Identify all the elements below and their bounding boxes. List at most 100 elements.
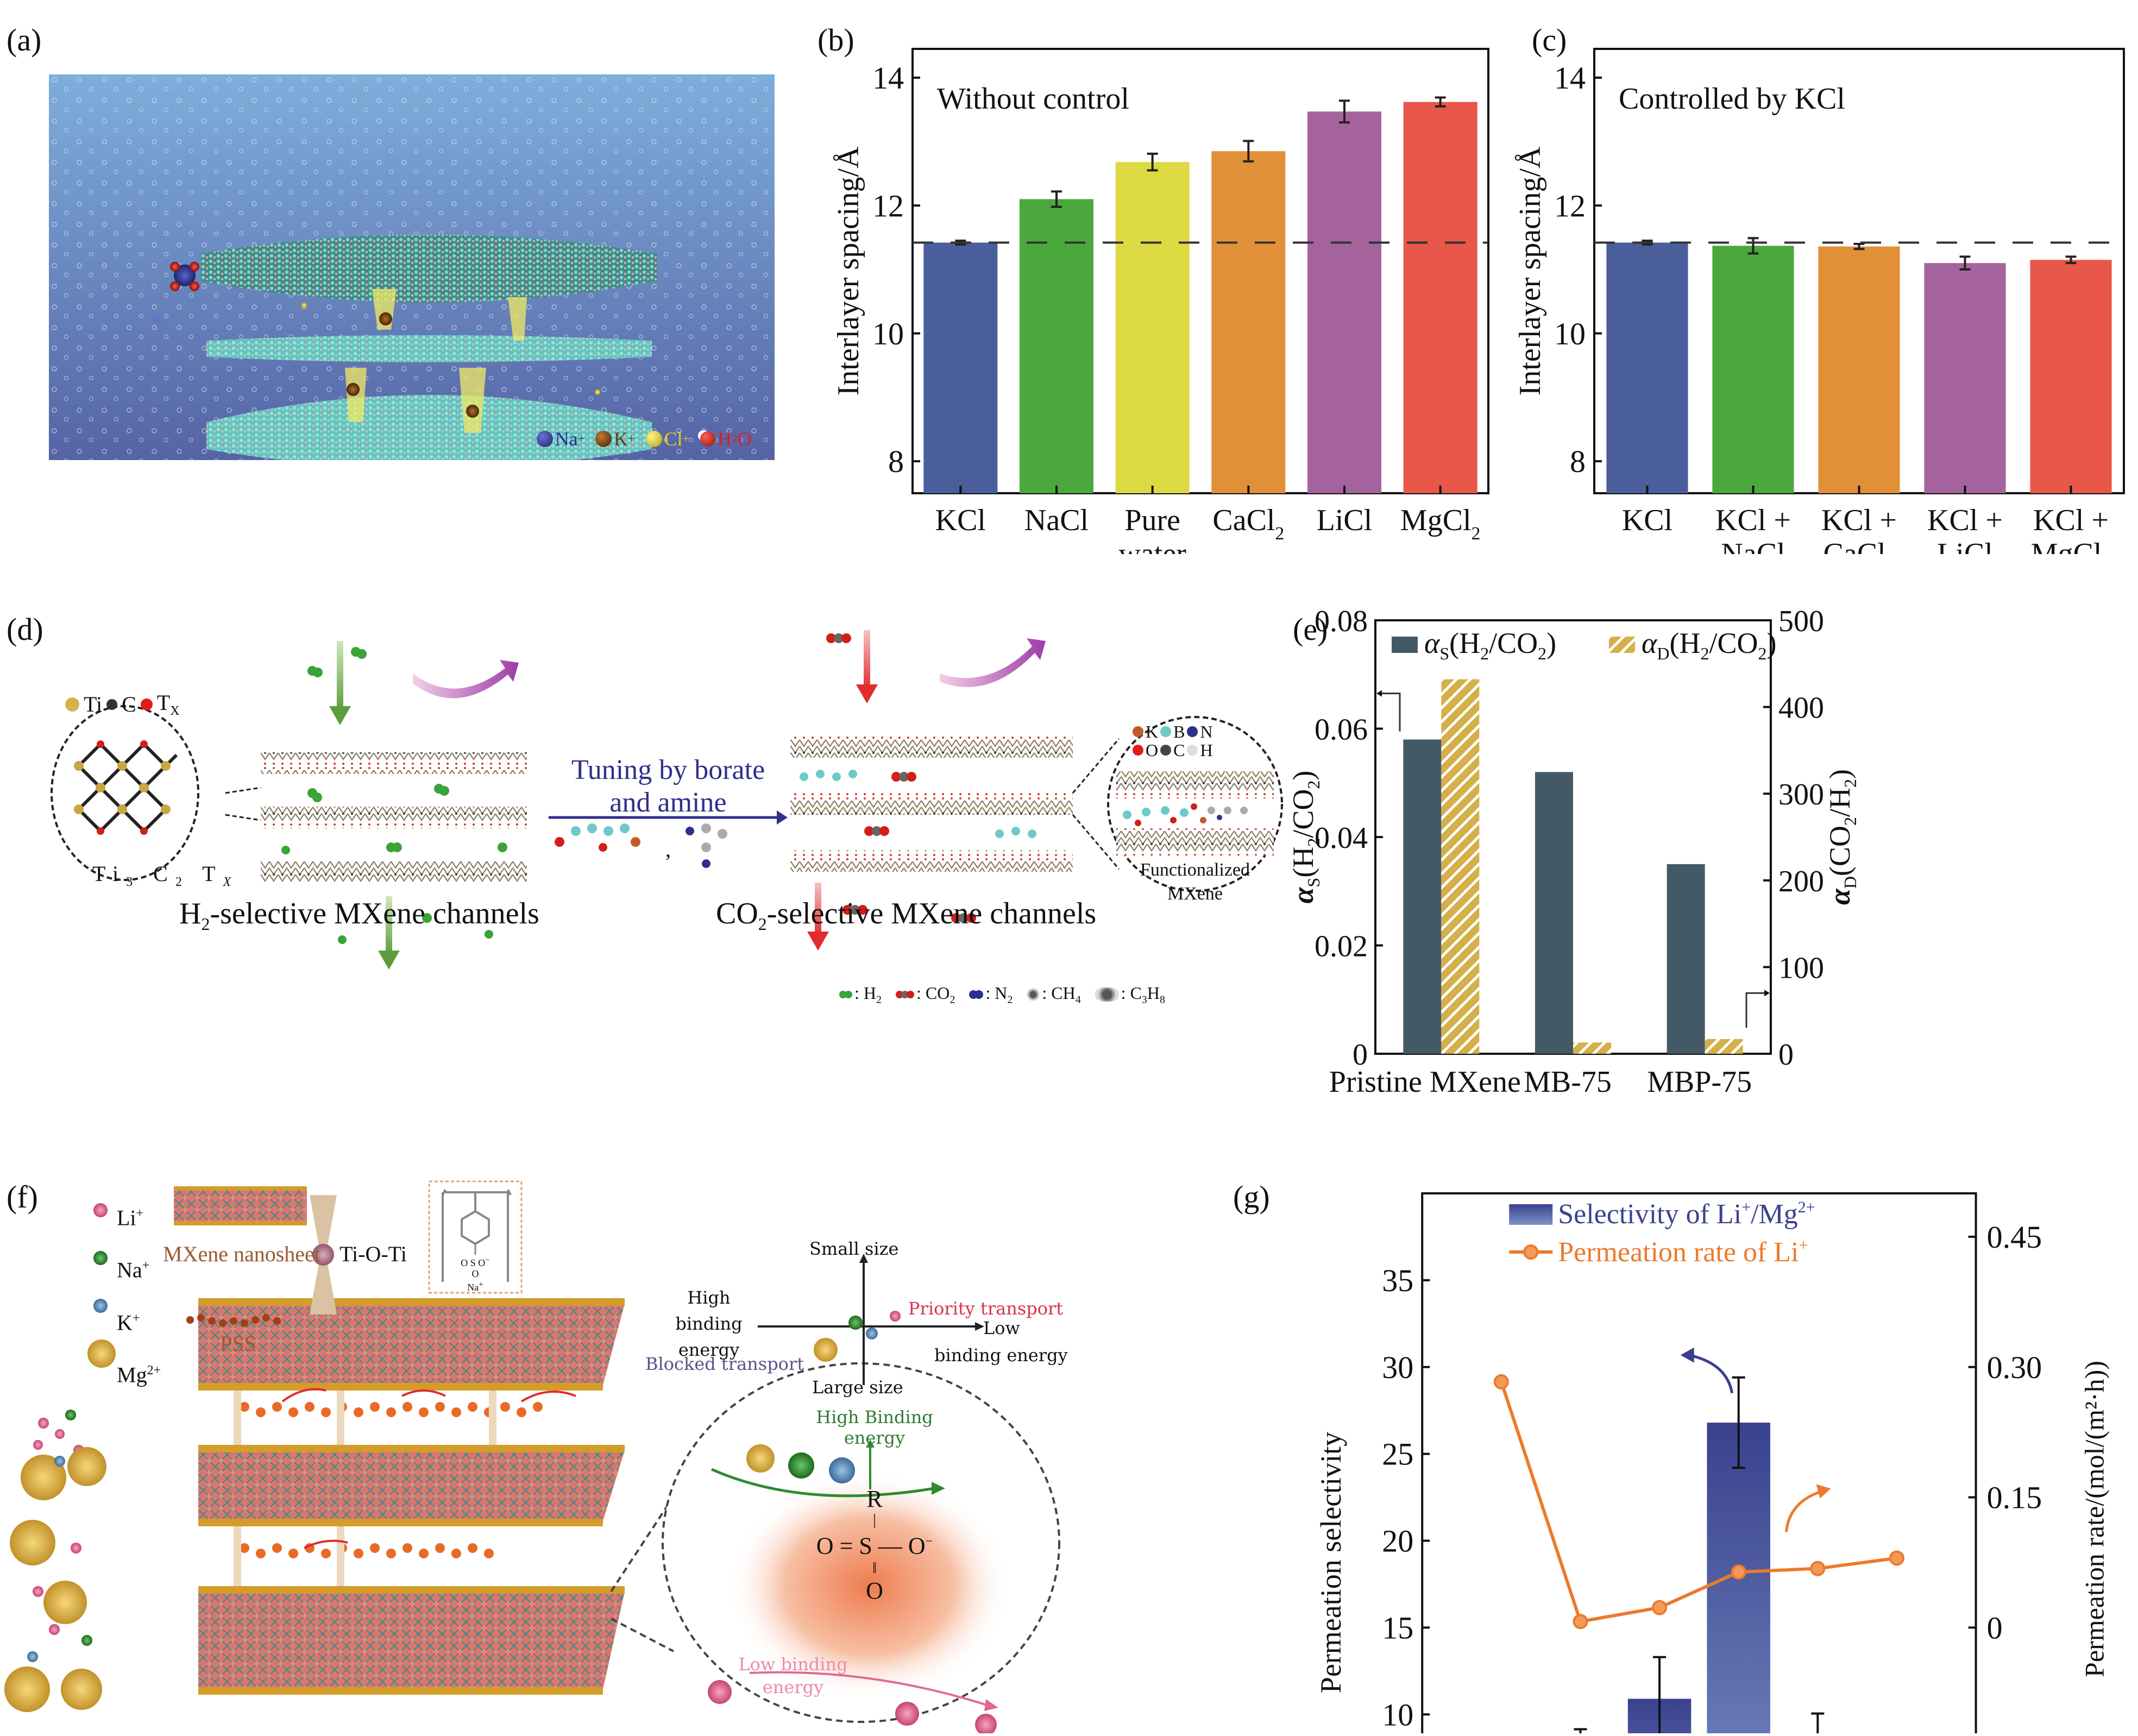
y-left-tick-label: 0.06 xyxy=(1315,713,1368,747)
co2-permeation-arrow-out xyxy=(807,932,829,951)
x-tick-label: MgCl2 xyxy=(1400,504,1481,544)
hydrogen-atom-icon xyxy=(1187,745,1198,756)
propane-molecule-icon xyxy=(1095,987,1119,1002)
ti3c2tx-lattice xyxy=(74,740,179,835)
bar xyxy=(1019,199,1094,493)
plot-frame xyxy=(911,48,1489,494)
y-left-tick-label: 0 xyxy=(1353,1038,1368,1072)
co2-molecules xyxy=(826,633,976,923)
y-tick-label: 12 xyxy=(1554,188,1586,223)
y-tick-label: 8 xyxy=(888,444,904,479)
y-tick-label: 14 xyxy=(1554,60,1586,96)
bar-alpha-d xyxy=(1705,1039,1743,1054)
right-arrowhead-icon xyxy=(1816,1484,1831,1499)
bar xyxy=(1712,246,1794,493)
chloride-ion-icon xyxy=(645,431,662,447)
legend-item-chloride: Cl + xyxy=(645,427,689,450)
h2-permeation-arrow-in xyxy=(329,706,351,725)
mxene-layer-1 xyxy=(261,752,527,774)
mxene-nanosheet-label: MXene nanosheet xyxy=(163,1242,320,1266)
potassium-ion-icon xyxy=(595,431,612,447)
bar xyxy=(1818,246,1900,493)
panel-d-schematic: Ti C TX Ti3 C2 TX Tuning by borate and a… xyxy=(0,614,1304,1048)
mxene-nanosheet-icon xyxy=(174,1186,307,1225)
x-tick-label: KCl xyxy=(935,504,986,537)
amine-molecule-icon xyxy=(686,823,727,868)
sodium-ion-icon xyxy=(93,1251,108,1265)
panel-f-label: (f) xyxy=(7,1179,38,1215)
tuning-label: Tuning by borate and amine xyxy=(571,754,765,818)
mxene-structure-inset xyxy=(51,705,199,881)
x-tick-label: LiCl xyxy=(1937,537,1993,554)
line-permeation-rate xyxy=(1500,1381,1897,1624)
y-left-tick-label: 0.08 xyxy=(1315,605,1368,638)
carbon-dioxide-molecule-icon xyxy=(896,991,914,999)
bar-alpha-s xyxy=(1667,864,1705,1054)
panel-e-label: (e) xyxy=(1293,612,1328,647)
functionalized-atom-legend: K B N O C H xyxy=(1133,722,1213,759)
mxene-layer-3 xyxy=(261,861,527,883)
legend-swatch-alpha-d xyxy=(1609,637,1635,653)
chart-b-interlayer-without-control: 8 10 12 14 Interlayer spacing/Å Without contr… xyxy=(832,48,1489,554)
legend-label-permeation: Permeation rate of Li+ xyxy=(1558,1236,1808,1268)
panel-c-label: (c) xyxy=(1532,22,1567,58)
terminal-group-atom-icon xyxy=(140,698,153,710)
plot-frame xyxy=(1421,1192,1977,1733)
bar xyxy=(1211,151,1286,493)
y-left-tick-label: 30 xyxy=(1382,1350,1413,1385)
potassium-atom-icon xyxy=(1133,726,1143,737)
ti3c2tx-formula: Ti3 C2 TX xyxy=(92,861,239,889)
mxene-stack-middle xyxy=(198,1445,625,1526)
x-tick-label: Pure xyxy=(1124,504,1180,537)
y-right-tick-label: 400 xyxy=(1778,691,1824,725)
x-tick-label: CaCl2 xyxy=(1823,537,1895,554)
x-tick-label: MgCl2 xyxy=(2031,537,2111,554)
legend-ch4: : CH4 xyxy=(1027,983,1081,1006)
x-tick-label: LiCl xyxy=(1317,504,1373,537)
sodium-ion-icon xyxy=(536,431,553,447)
tuning-arrow-icon xyxy=(777,810,788,825)
y-right-tick-label: 0 xyxy=(1987,1610,2003,1645)
y-right-tick-label: 0 xyxy=(1778,1038,1794,1072)
ti-o-ti-label: Ti-O-Ti xyxy=(339,1242,407,1266)
y-left-tick-label: 10 xyxy=(1382,1697,1413,1732)
potassium-ion-icon xyxy=(93,1299,108,1313)
bar xyxy=(923,242,998,493)
magnesium-ion-icon xyxy=(87,1339,116,1368)
quadrant-bottom-label: Large size xyxy=(812,1377,903,1398)
legend-swatch-alpha-s xyxy=(1392,637,1418,653)
y-right-axis-label: αD(CO2/H2) xyxy=(1823,769,1860,905)
sulfonate-group: R | O = S — O− ‖ O xyxy=(816,1486,933,1604)
panel-d-label: (d) xyxy=(7,612,43,647)
y-right-tick-label: 100 xyxy=(1778,951,1824,985)
boron-atom-icon xyxy=(1160,726,1172,737)
data-point-permeation-rate xyxy=(1889,1550,1904,1566)
titanium-atom-icon xyxy=(65,697,79,712)
panel-b-label: (b) xyxy=(818,22,854,58)
panel-f-schematic: Li+ Na+ K+ Mg2+ MXene nanosheet PSS Ti-O… xyxy=(0,1168,1114,1735)
data-point-permeation-rate xyxy=(1810,1561,1826,1576)
mxene-sheet-bottom xyxy=(206,395,652,468)
pss-chain-2 xyxy=(240,1543,494,1558)
y-right-tick-label: 500 xyxy=(1778,605,1824,638)
bar-alpha-d xyxy=(1573,1042,1611,1054)
molecule-separator-comma: , xyxy=(665,837,671,861)
mxene-sheet-middle xyxy=(206,335,652,362)
chart-c-interlayer-controlled-kcl: 8 10 12 14 Interlayer spacing/Å Controlled by… xyxy=(1513,48,2125,554)
left-axis-pointer-arrow xyxy=(1382,693,1401,732)
y-left-tick-label: 15 xyxy=(1382,1610,1413,1645)
data-point-permeation-rate xyxy=(1652,1600,1668,1615)
co2-selective-caption: CO2-selective MXene channels xyxy=(716,897,1097,934)
bar xyxy=(1924,263,2006,493)
bar xyxy=(1606,242,1688,493)
oxygen-atom-icon xyxy=(1133,745,1143,756)
x-tick-label: MB-75 xyxy=(1524,1065,1612,1099)
pss-chain-icon xyxy=(186,1314,281,1327)
carbon-atom-icon xyxy=(1160,745,1172,756)
borate-molecule-icon xyxy=(555,823,640,852)
y-axis-label: Interlayer spacing/Å xyxy=(1513,146,1547,395)
x-tick-label: MBP-75 xyxy=(1647,1065,1752,1099)
x-tick-label: water xyxy=(1118,537,1186,554)
